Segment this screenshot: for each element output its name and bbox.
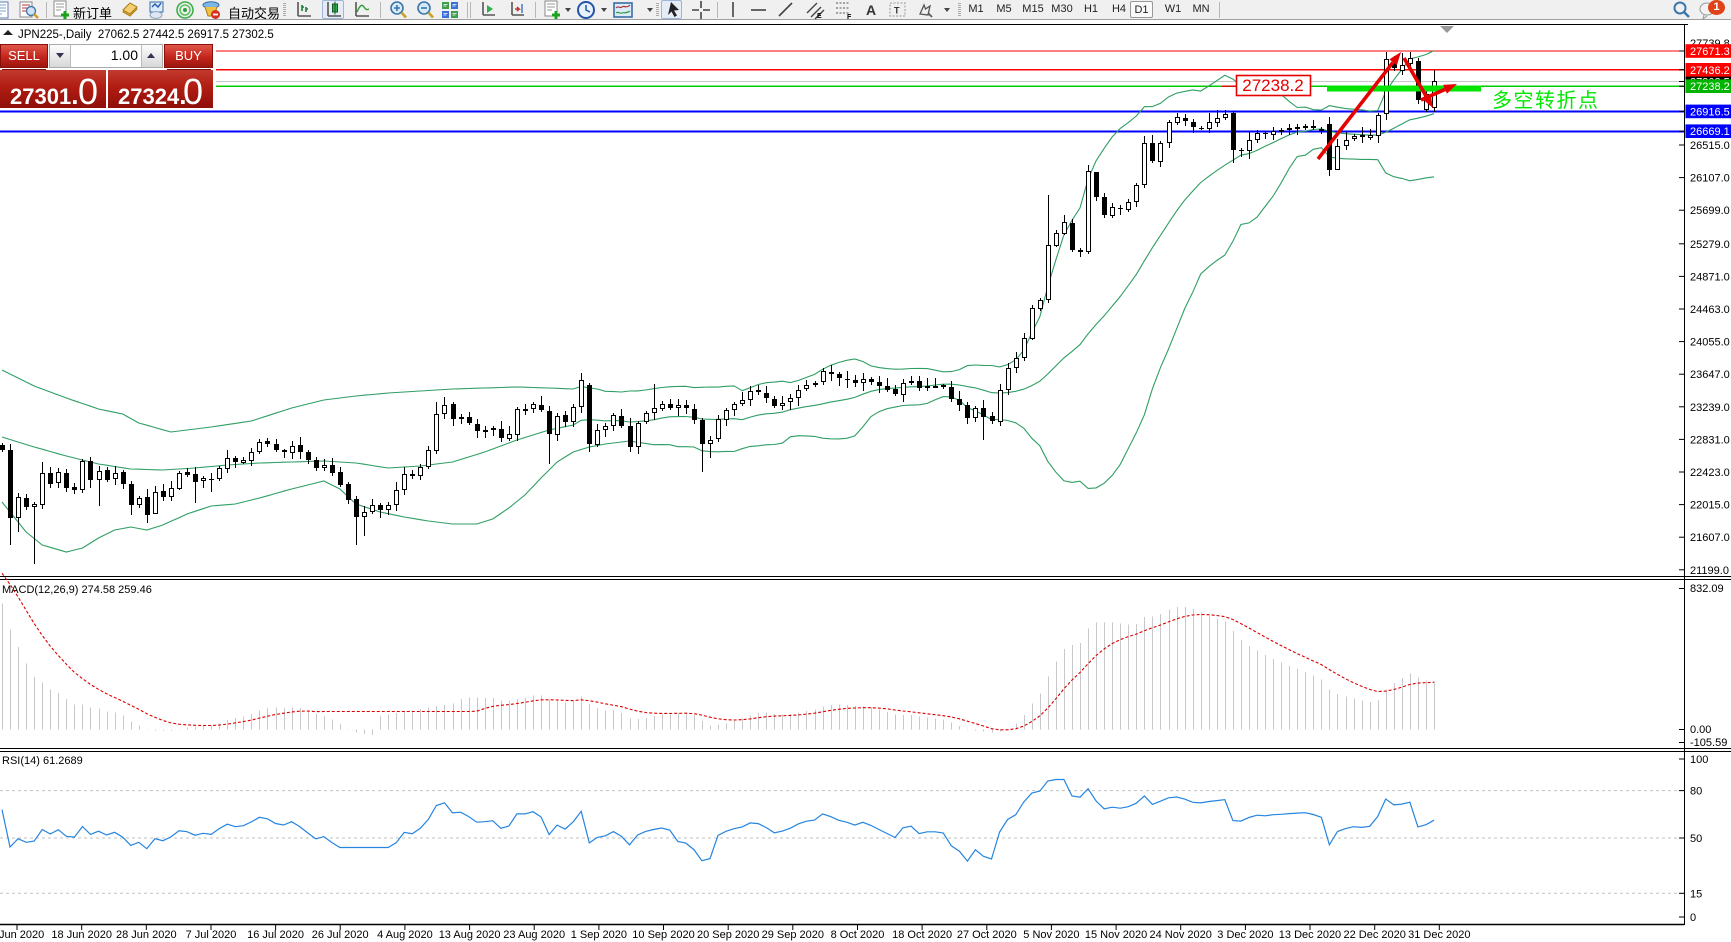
svg-text:21607.0: 21607.0: [1690, 532, 1730, 544]
svg-text:28 Jun 2020: 28 Jun 2020: [116, 929, 177, 941]
svg-text:26916.5: 26916.5: [1690, 106, 1730, 118]
svg-text:24871.0: 24871.0: [1690, 271, 1730, 283]
svg-text:18 Jun 2020: 18 Jun 2020: [51, 929, 112, 941]
svg-text:3 Dec 2020: 3 Dec 2020: [1217, 929, 1273, 941]
svg-text:22423.0: 22423.0: [1690, 467, 1730, 479]
svg-text:15 Nov 2020: 15 Nov 2020: [1085, 929, 1147, 941]
svg-text:100: 100: [1690, 754, 1708, 766]
svg-text:13 Aug 2020: 13 Aug 2020: [439, 929, 501, 941]
svg-text:15: 15: [1690, 888, 1702, 900]
svg-text:27671.3: 27671.3: [1690, 46, 1730, 58]
svg-text:23239.0: 23239.0: [1690, 402, 1730, 414]
svg-text:24055.0: 24055.0: [1690, 337, 1730, 349]
svg-text:29 Sep 2020: 29 Sep 2020: [762, 929, 824, 941]
svg-text:T: T: [894, 6, 900, 16]
svg-text:MACD(12,26,9) 274.58 259.46: MACD(12,26,9) 274.58 259.46: [2, 584, 152, 596]
svg-text:22 Dec 2020: 22 Dec 2020: [1344, 929, 1406, 941]
svg-text:26669.1: 26669.1: [1690, 126, 1730, 138]
svg-text:27238.2: 27238.2: [1242, 76, 1303, 95]
svg-text:8 Oct 2020: 8 Oct 2020: [831, 929, 885, 941]
svg-text:23 Aug 2020: 23 Aug 2020: [503, 929, 565, 941]
svg-text:26 Jul 2020: 26 Jul 2020: [312, 929, 369, 941]
svg-text:16 Jul 2020: 16 Jul 2020: [247, 929, 304, 941]
svg-text:80: 80: [1690, 786, 1702, 798]
svg-text:JPN225-,Daily 27062.5 27442.5: JPN225-,Daily 27062.5 27442.5 26917.5 27…: [18, 29, 274, 41]
svg-text:832.09: 832.09: [1690, 583, 1724, 595]
svg-text:10 Sep 2020: 10 Sep 2020: [632, 929, 694, 941]
svg-text:26515.0: 26515.0: [1690, 140, 1730, 152]
svg-text:25279.0: 25279.0: [1690, 239, 1730, 251]
svg-text:4 Aug 2020: 4 Aug 2020: [377, 929, 433, 941]
svg-text:31 Dec 2020: 31 Dec 2020: [1408, 929, 1470, 941]
svg-text:22015.0: 22015.0: [1690, 500, 1730, 512]
svg-text:20 Sep 2020: 20 Sep 2020: [697, 929, 759, 941]
svg-text:0: 0: [1690, 912, 1696, 924]
svg-text:7 Jul 2020: 7 Jul 2020: [186, 929, 237, 941]
svg-text:多空转折点: 多空转折点: [1492, 89, 1600, 112]
svg-text:F: F: [847, 14, 852, 20]
svg-text:27 Oct 2020: 27 Oct 2020: [957, 929, 1017, 941]
svg-text:1 Sep 2020: 1 Sep 2020: [571, 929, 627, 941]
svg-text:8 Jun 2020: 8 Jun 2020: [0, 929, 44, 941]
svg-text:27436.2: 27436.2: [1690, 65, 1730, 77]
svg-text:27238.2: 27238.2: [1690, 81, 1730, 93]
svg-text:22831.0: 22831.0: [1690, 434, 1730, 446]
svg-text:23647.0: 23647.0: [1690, 369, 1730, 381]
svg-text:5 Nov 2020: 5 Nov 2020: [1023, 929, 1079, 941]
svg-text:50: 50: [1690, 833, 1702, 845]
svg-text:E: E: [817, 13, 822, 20]
svg-text:24 Nov 2020: 24 Nov 2020: [1150, 929, 1212, 941]
svg-text:21199.0: 21199.0: [1690, 565, 1729, 577]
svg-text:25699.0: 25699.0: [1690, 205, 1730, 217]
svg-text:0.00: 0.00: [1690, 724, 1711, 736]
svg-text:-105.59: -105.59: [1690, 737, 1727, 749]
svg-text:18 Oct 2020: 18 Oct 2020: [892, 929, 952, 941]
svg-text:RSI(14) 61.2689: RSI(14) 61.2689: [2, 755, 83, 767]
svg-text:24463.0: 24463.0: [1690, 304, 1730, 316]
svg-text:26107.0: 26107.0: [1690, 173, 1730, 185]
svg-text:13 Dec 2020: 13 Dec 2020: [1279, 929, 1341, 941]
